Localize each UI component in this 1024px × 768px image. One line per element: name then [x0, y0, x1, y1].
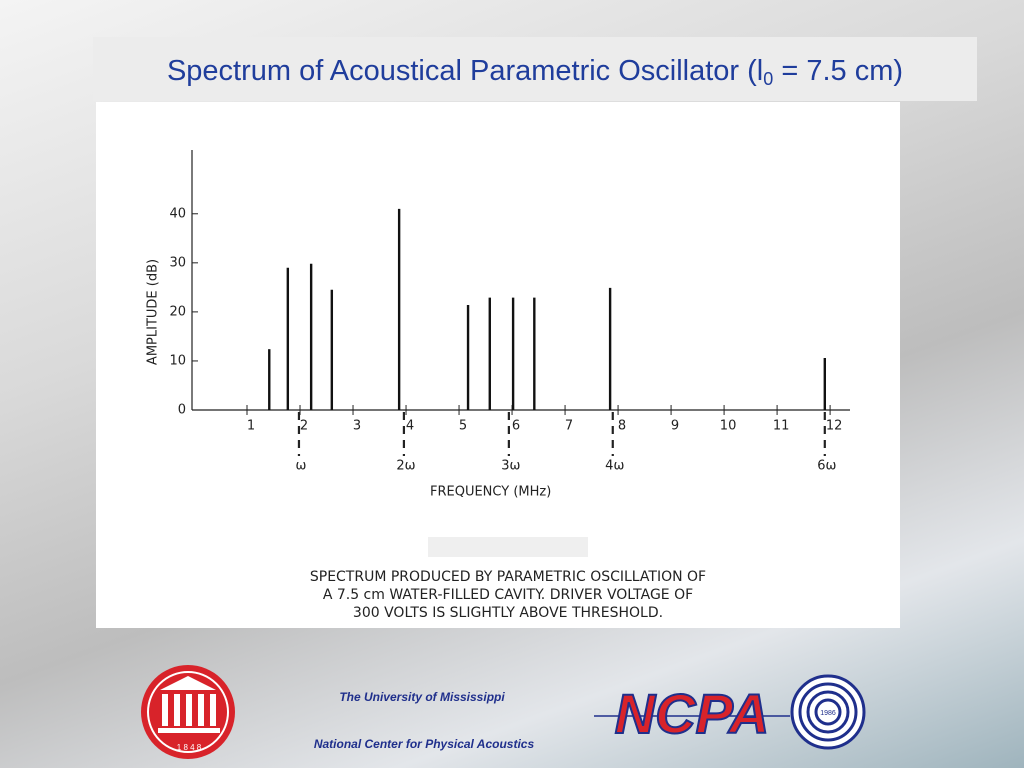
x-tick-label: 12: [826, 419, 843, 434]
caption-line: A 7.5 cm WATER-FILLED CAVITY. DRIVER VOL…: [323, 587, 693, 603]
x-tick-label: 8: [618, 419, 626, 434]
seal-ring: [147, 671, 229, 753]
university-name: The University of Mississippi: [339, 690, 505, 704]
logo-rings: [790, 674, 866, 750]
harmonic-label: ω: [296, 459, 307, 474]
y-tick-label: 30: [169, 255, 186, 270]
harmonic-label: 2ω: [396, 459, 415, 474]
y-tick-label: 20: [169, 304, 186, 319]
seal-roof: [160, 676, 216, 690]
y-axis-label: AMPLITUDE (dB): [146, 259, 161, 365]
y-tick-label: 40: [169, 206, 186, 221]
title-box: [93, 37, 977, 101]
x-tick-label: 11: [773, 419, 790, 434]
x-tick-label: 4: [406, 419, 414, 434]
caption-line: SPECTRUM PRODUCED BY PARAMETRIC OSCILLAT…: [310, 569, 706, 585]
harmonic-label: 3ω: [501, 459, 520, 474]
title-text: Spectrum of Acoustical Parametric Oscill…: [167, 55, 763, 87]
x-tick-label: 10: [720, 419, 737, 434]
x-tick-label: 1: [247, 419, 255, 434]
x-tick-label: 2: [300, 419, 308, 434]
x-tick-label: 6: [512, 419, 520, 434]
seal-year: 1 8 4 8: [177, 743, 202, 752]
harmonic-label: 6ω: [817, 459, 836, 474]
y-tick-label: 10: [169, 353, 186, 368]
ncpa-logo: NCPA: [615, 682, 770, 745]
x-tick-label: 3: [353, 419, 361, 434]
title-subscript: 0: [763, 69, 773, 89]
center-name: National Center for Physical Acoustics: [314, 737, 535, 751]
x-axis-label: FREQUENCY (MHz): [430, 485, 551, 500]
seal-columns: [158, 694, 220, 733]
x-tick-label: 9: [671, 419, 679, 434]
caption-line: 300 VOLTS IS SLIGHTLY ABOVE THRESHOLD.: [353, 605, 663, 621]
y-tick-label: 0: [178, 403, 186, 418]
figure-patch: [428, 537, 588, 557]
harmonic-label: 4ω: [605, 459, 624, 474]
slide-title: Spectrum of Acoustical Parametric Oscill…: [167, 55, 903, 89]
title-text: = 7.5 cm): [773, 55, 903, 87]
x-tick-label: 5: [459, 419, 467, 434]
logo-year: 1986: [820, 710, 836, 717]
x-tick-label: 7: [565, 419, 573, 434]
caption: SPECTRUM PRODUCED BY PARAMETRIC OSCILLAT…: [310, 569, 706, 621]
